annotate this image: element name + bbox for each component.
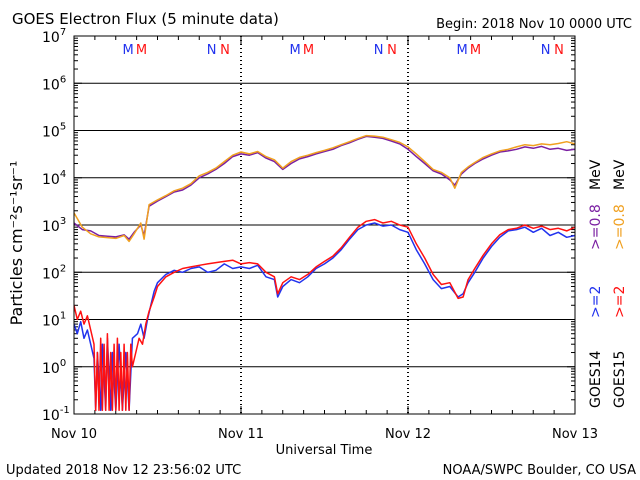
x-axis-label: Universal Time (276, 443, 373, 458)
legend-goes14-08mev: >=0.8 (588, 204, 604, 250)
legend-goes14: GOES14 (588, 350, 604, 408)
marker-label: M (470, 43, 481, 58)
series-line-2 (74, 222, 575, 412)
legend-unit: MeV (588, 159, 604, 190)
series-line-3 (74, 218, 575, 412)
marker-label: M (290, 43, 301, 58)
legend-goes14-2mev: >=2 (588, 286, 604, 318)
marker-label: M (303, 43, 314, 58)
y-tick-label: 107 (42, 27, 66, 46)
marker-label: N (207, 43, 217, 58)
marker-label: M (457, 43, 468, 58)
marker-label: N (554, 43, 564, 58)
series-line-0 (74, 135, 575, 240)
marker-label: N (541, 43, 551, 58)
x-tick-label: Nov 10 (51, 427, 97, 442)
marker-label: N (220, 43, 230, 58)
y-tick-label: 105 (42, 122, 66, 141)
marker-label: M (136, 43, 147, 58)
updated-timestamp: Updated 2018 Nov 12 23:56:02 UTC (6, 463, 241, 478)
x-tick-label: Nov 12 (385, 427, 431, 442)
plot-area: 10-1 100 101 102 103 104 105 106 107 Nov 10 Nov 11… (42, 27, 598, 442)
legend-goes15: GOES15 (612, 351, 628, 408)
legend-goes15-2mev: >=2 (612, 286, 628, 318)
legend-goes15-08mev: >=0.8 (612, 204, 628, 250)
marker-label: N (374, 43, 384, 58)
x-tick-label: Nov 13 (552, 427, 598, 442)
y-axis-label: Particles cm⁻²s⁻¹sr⁻¹ (7, 161, 26, 326)
y-tick-label: 10-1 (42, 405, 70, 424)
plot-frame (73, 35, 576, 415)
y-tick-label: 100 (42, 358, 66, 377)
x-tick-label: Nov 11 (218, 427, 264, 442)
y-tick-label: 102 (42, 263, 66, 282)
credit-text: NOAA/SWPC Boulder, CO USA (443, 463, 636, 478)
legend-unit: MeV (612, 159, 628, 190)
y-tick-label: 104 (42, 169, 66, 188)
begin-label: Begin: 2018 Nov 10 0000 UTC (436, 17, 632, 32)
marker-label: M (123, 43, 134, 58)
y-tick-label: 103 (42, 216, 66, 235)
marker-label: N (387, 43, 397, 58)
chart-title: GOES Electron Flux (5 minute data) (12, 10, 279, 28)
y-tick-label: 106 (42, 74, 66, 93)
y-tick-label: 101 (42, 311, 66, 330)
legend: GOES14 GOES15 >=2 >=2 >=0.8 >=0.8 MeV MeV (588, 159, 628, 408)
series-line-1 (74, 134, 575, 243)
